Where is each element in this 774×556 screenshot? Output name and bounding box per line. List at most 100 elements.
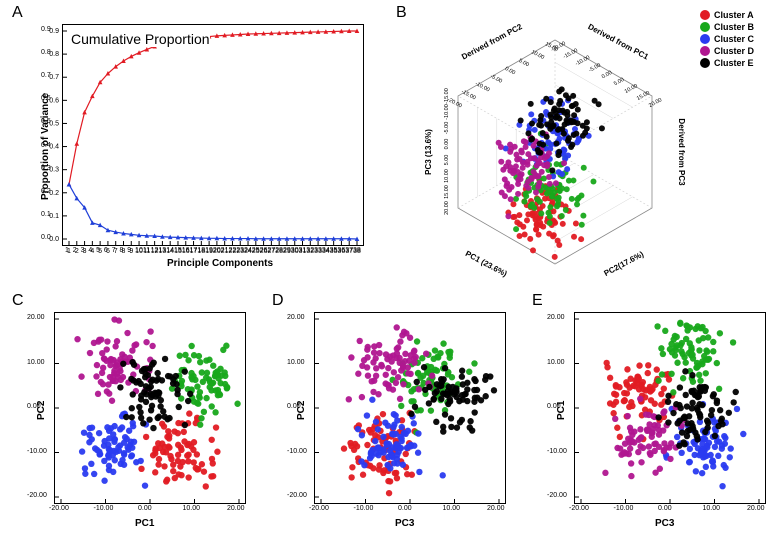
ytick-label: 0.0 (41, 234, 59, 241)
xtick-label: 19 (205, 247, 213, 254)
svg-text:PC3 (13.6%): PC3 (13.6%) (424, 129, 433, 175)
xtick-label: -20.00 (49, 505, 69, 512)
xtick-label: 0.00 (658, 505, 672, 512)
ytick-label: 10.00 (287, 359, 305, 366)
xtick-label: 34 (322, 247, 330, 254)
panel-c-plot: -20.00-20.00-10.00-10.000.000.0010.0010.… (54, 312, 246, 504)
xtick-label: 20.00 (227, 505, 245, 512)
xtick-label: 16 (182, 247, 190, 254)
xtick-label: 27 (267, 247, 275, 254)
ytick-label: 0.9 (41, 26, 59, 33)
ytick-label: -20.00 (287, 492, 307, 499)
panel-b-plot: PC1 (23.6%) PC2(17.6%) PC3 (13.6%) Derived … (410, 16, 700, 276)
legend-dot-icon (700, 34, 710, 44)
xtick-label: 35 (330, 247, 338, 254)
xtick-label: 20.00 (747, 505, 765, 512)
svg-text:10.00: 10.00 (624, 83, 639, 95)
ytick-label: 10.00 (547, 359, 565, 366)
panel-c-tag: C (12, 292, 24, 310)
svg-text:0.00: 0.00 (504, 66, 516, 76)
xtick-label: 10.00 (183, 505, 201, 512)
svg-text:PC1 (23.6%): PC1 (23.6%) (464, 249, 509, 279)
ytick-label: 0.1 (41, 211, 59, 218)
legend-label: Cluster C (714, 34, 754, 44)
ytick-label: 0.7 (41, 72, 59, 79)
panel-e-plot: -20.00-20.00-10.00-10.000.000.0010.0010.… (574, 312, 766, 504)
panel-e-tag: E (532, 292, 543, 310)
xtick-label: 17 (190, 247, 198, 254)
panel-d-svg (315, 313, 505, 503)
xtick-label: 0.00 (398, 505, 412, 512)
panel-c-xlabel: PC1 (135, 518, 154, 529)
panel-d-ylabel: PC2 (296, 401, 307, 420)
svg-text:-10.00: -10.00 (574, 55, 591, 68)
svg-text:-10.00: -10.00 (474, 81, 491, 94)
svg-text:20.00: 20.00 (444, 201, 450, 215)
svg-text:PC2(17.6%): PC2(17.6%) (602, 249, 645, 278)
svg-text:-15.00: -15.00 (460, 89, 477, 102)
xtick-label: 7 (112, 247, 116, 254)
svg-text:-20.00: -20.00 (550, 41, 567, 54)
xtick-label: 12 (151, 247, 159, 254)
xtick-label: 24 (244, 247, 252, 254)
svg-text:10.00: 10.00 (444, 169, 450, 183)
svg-text:-5.00: -5.00 (444, 122, 450, 135)
xtick-label: 26 (260, 247, 268, 254)
panel-d-tag: D (272, 292, 284, 310)
svg-text:5.00: 5.00 (518, 58, 530, 68)
xtick-label: 20.00 (487, 505, 505, 512)
svg-text:15.00: 15.00 (444, 185, 450, 199)
svg-text:-5.00: -5.00 (588, 63, 602, 74)
xtick-label: 33 (314, 247, 322, 254)
svg-text:5.00: 5.00 (613, 77, 625, 87)
legend-label: Cluster D (714, 46, 754, 56)
xtick-label: 23 (236, 247, 244, 254)
ytick-label: 20.00 (27, 314, 45, 321)
svg-text:-10.00: -10.00 (444, 104, 450, 120)
xtick-label: 28 (275, 247, 283, 254)
xtick-label: 5 (96, 247, 100, 254)
xtick-label: 29 (283, 247, 291, 254)
ytick-label: -10.00 (547, 448, 567, 455)
xtick-label: 36 (337, 247, 345, 254)
ytick-label: -20.00 (27, 492, 47, 499)
xtick-label: -20.00 (309, 505, 329, 512)
svg-text:15.00: 15.00 (636, 90, 651, 102)
xtick-label: 6 (104, 247, 108, 254)
panel-b-tag: B (396, 4, 407, 22)
svg-text:-5.00: -5.00 (489, 74, 503, 85)
svg-text:-15.00: -15.00 (562, 48, 579, 61)
ytick-label: 10.00 (27, 359, 45, 366)
legend-row: Cluster A (700, 10, 754, 20)
legend-label: Cluster A (714, 10, 754, 20)
legend-dot-icon (700, 46, 710, 56)
svg-text:5.00: 5.00 (444, 155, 450, 166)
panel-a-plot: 0.00.10.20.30.40.50.60.70.80.91234567891… (62, 24, 364, 246)
xtick-label: 20 (213, 247, 221, 254)
xtick-label: 10 (135, 247, 143, 254)
ytick-label: 20.00 (287, 314, 305, 321)
xtick-label: 1 (65, 247, 69, 254)
panel-a-ylabel: Proportion of Variance (40, 93, 51, 200)
panel-a-svg: 0.00.10.20.30.40.50.60.70.80.91234567891… (63, 25, 363, 245)
svg-text:Derived from PC2: Derived from PC2 (460, 22, 524, 62)
legend-row: Cluster E (700, 58, 754, 68)
xtick-label: 4 (88, 247, 92, 254)
xtick-label: 13 (158, 247, 166, 254)
xtick-label: 31 (299, 247, 307, 254)
svg-text:0.00: 0.00 (444, 139, 450, 150)
panel-a-xlabel: Principle Components (150, 258, 290, 269)
panel-b-svg: PC1 (23.6%) PC2(17.6%) PC3 (13.6%) Derived … (410, 16, 700, 276)
xtick-label: 0.00 (138, 505, 152, 512)
ytick-label: -20.00 (547, 492, 567, 499)
legend-row: Cluster D (700, 46, 754, 56)
panel-c-svg (55, 313, 245, 503)
panel-c-ylabel: PC2 (36, 401, 47, 420)
xtick-label: 8 (119, 247, 123, 254)
panel-a-tag: A (12, 4, 23, 22)
xtick-label: -10.00 (354, 505, 374, 512)
legend-label: Cluster B (714, 22, 754, 32)
xtick-label: 14 (166, 247, 174, 254)
xtick-label: -10.00 (614, 505, 634, 512)
panel-e-svg (575, 313, 765, 503)
